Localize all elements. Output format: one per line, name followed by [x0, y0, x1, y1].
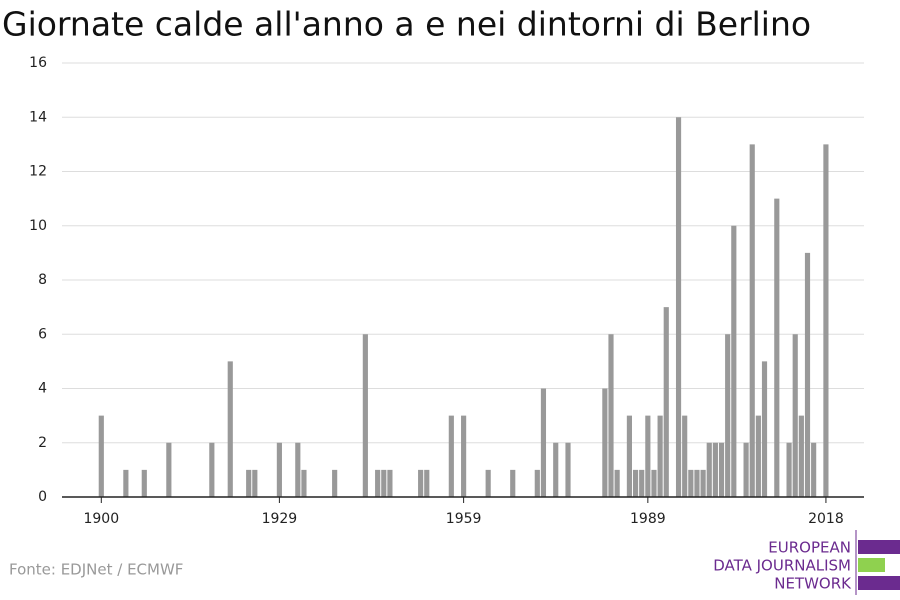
y-tick-label: 6: [38, 326, 47, 342]
bar: [209, 442, 215, 497]
bar: [424, 469, 430, 497]
y-tick-label: 2: [38, 435, 47, 451]
bar: [301, 469, 307, 497]
bar: [614, 469, 620, 497]
bar: [381, 469, 387, 497]
logo: EUROPEAN DATA JOURNALISM NETWORK: [713, 530, 900, 595]
bar: [645, 415, 651, 497]
bar: [608, 334, 614, 497]
bar: [98, 415, 104, 497]
bar: [774, 198, 780, 497]
bar: [761, 361, 768, 497]
bar: [295, 442, 301, 497]
logo-bar: [858, 540, 900, 554]
bar: [688, 469, 694, 497]
logo-text: DATA JOURNALISM: [713, 557, 851, 575]
bar: [731, 225, 737, 497]
bar: [123, 469, 129, 497]
x-tick-label: 1929: [262, 511, 298, 527]
y-tick-label: 12: [29, 164, 47, 180]
bar: [743, 442, 749, 497]
bar: [540, 388, 547, 497]
bar: [141, 469, 147, 497]
bar: [534, 469, 540, 497]
bar: [755, 415, 761, 497]
bar: [375, 469, 381, 497]
bar: [663, 307, 669, 497]
bar: [718, 442, 725, 497]
bar: [694, 469, 700, 497]
bar: [651, 469, 657, 497]
bar: [252, 469, 258, 497]
bar: [639, 469, 645, 497]
bar: [276, 442, 282, 497]
bar: [553, 442, 559, 497]
bar: [461, 415, 467, 497]
bar: [246, 469, 252, 497]
bar: [565, 442, 571, 497]
bar: [448, 415, 454, 497]
x-tick-label: 1989: [630, 511, 666, 527]
bar: [362, 334, 368, 497]
y-tick-label: 14: [29, 109, 47, 125]
y-tick-label: 8: [38, 272, 47, 288]
source: Fonte: EDJNet / ECMWF: [9, 561, 183, 579]
bar: [418, 469, 424, 497]
bar: [602, 388, 608, 497]
bar: [804, 252, 811, 497]
bar: [332, 469, 338, 497]
bar: [712, 442, 718, 497]
bar: [387, 469, 393, 497]
bar: [786, 442, 792, 497]
bar: [823, 144, 829, 497]
bar: [792, 334, 798, 497]
bar: [626, 415, 632, 497]
logo-text: NETWORK: [774, 575, 852, 593]
bar: [485, 469, 491, 497]
logo-bar: [858, 558, 885, 572]
logo-bar: [858, 576, 900, 590]
chart-title: Giornate calde all'anno a e nei dintorni…: [2, 5, 811, 44]
bar: [725, 334, 731, 497]
bar: [811, 442, 817, 497]
bar: [675, 117, 682, 497]
bar: [632, 469, 639, 497]
y-tick-label: 4: [38, 381, 47, 397]
y-tick-label: 0: [38, 489, 47, 505]
y-tick-label: 10: [29, 218, 47, 234]
bar: [227, 361, 233, 497]
bar: [706, 442, 712, 497]
y-tick-label: 16: [29, 55, 47, 71]
bar: [749, 144, 755, 497]
x-tick-label: 1900: [83, 511, 119, 527]
bar: [166, 442, 172, 497]
bar: [682, 415, 688, 497]
bar: [798, 415, 804, 497]
x-tick-label: 1959: [446, 511, 482, 527]
bar: [700, 469, 706, 497]
bar: [510, 469, 516, 497]
bar: [657, 415, 663, 497]
x-tick-label: 2018: [808, 511, 844, 527]
logo-text: EUROPEAN: [768, 539, 851, 557]
